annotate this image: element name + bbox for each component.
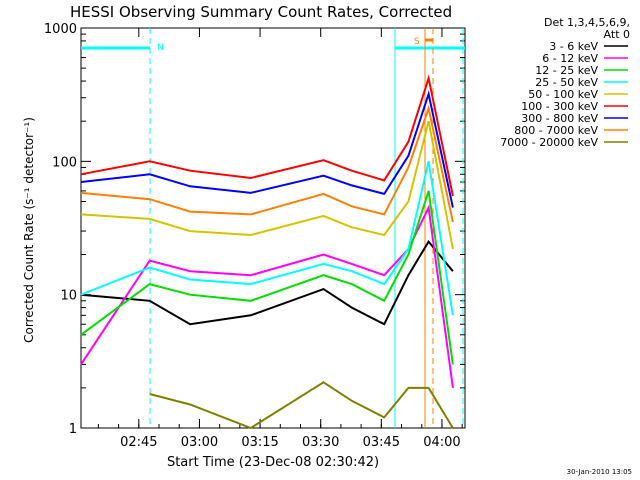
x-tick-label: 03:00 — [181, 435, 218, 450]
flag-bars: N S — [81, 28, 465, 428]
series-line-1 — [80, 204, 454, 389]
chart-title: HESSI Observing Summary Count Rates, Cor… — [70, 3, 452, 21]
legend-entry-label: 100 - 300 keV — [521, 100, 598, 113]
series-line-6 — [80, 90, 454, 208]
legend-entry-label: 6 - 12 keV — [542, 52, 598, 65]
flag-label-s: S — [414, 37, 420, 47]
y-tick-label: 1 — [69, 422, 77, 437]
x-axis: 02:45 03:00 03:15 03:30 03:45 04:00 — [97, 28, 463, 450]
legend-entry-label: 800 - 7000 keV — [514, 124, 598, 137]
legend-entry-label: 50 - 100 keV — [528, 88, 598, 101]
y-axis-label: Corrected Count Rate (s⁻¹ detector⁻¹) — [22, 117, 36, 343]
x-tick-label: 03:15 — [241, 435, 278, 450]
legend-header-2: Att 0 — [604, 28, 630, 41]
x-tick-label: 03:45 — [363, 435, 400, 450]
legend-header-1: Det 1,3,4,5,6,9, — [544, 16, 630, 29]
y-axis: 1 10 100 1000 — [44, 22, 465, 437]
series-line-5 — [80, 74, 454, 197]
x-axis-label: Start Time (23-Dec-08 02:30:42) — [167, 455, 379, 470]
footer-timestamp: 30-Jan-2010 13:05 — [567, 468, 632, 476]
flag-label-n: N — [157, 43, 164, 53]
y-tick-label: 100 — [52, 155, 77, 170]
legend-entry-label: 3 - 6 keV — [549, 40, 598, 53]
x-tick-label: 04:00 — [423, 435, 460, 450]
series-line-2 — [80, 190, 454, 365]
series-line-0 — [80, 239, 454, 326]
legend-entry-label: 7000 - 20000 keV — [500, 136, 598, 149]
legend-entry-label: 25 - 50 keV — [535, 76, 598, 89]
legend-entry-label: 300 - 800 keV — [521, 112, 598, 125]
series-line-4 — [80, 120, 454, 250]
plot-frame — [80, 27, 466, 429]
series-line-7 — [80, 104, 454, 223]
legend-entry-label: 12 - 25 keV — [535, 64, 598, 77]
x-tick-label: 03:30 — [302, 435, 339, 450]
series-group — [80, 74, 454, 430]
y-tick-label: 1000 — [44, 22, 77, 37]
series-line-8 — [149, 381, 454, 430]
series-line-3 — [80, 161, 454, 316]
y-tick-label: 10 — [60, 289, 77, 304]
x-tick-label: 02:45 — [120, 435, 157, 450]
